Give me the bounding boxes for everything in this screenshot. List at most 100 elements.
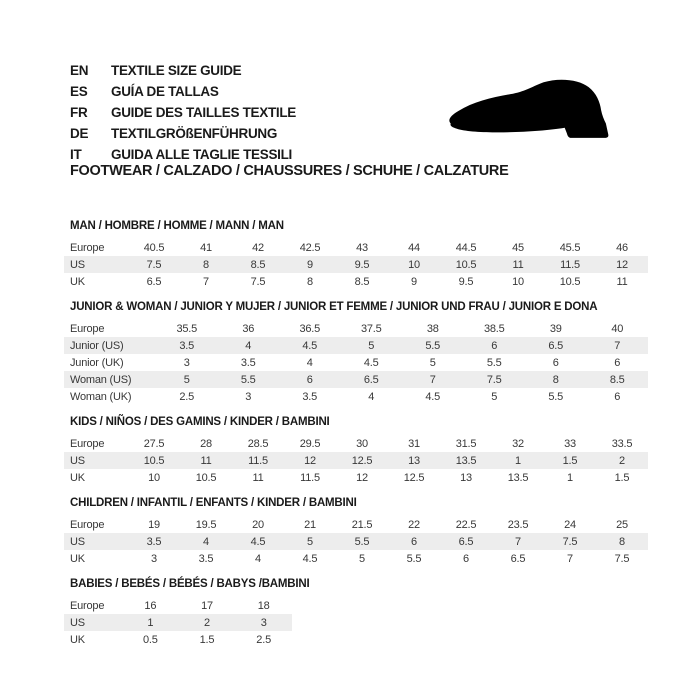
- size-cell: 31: [408, 437, 420, 450]
- table-row: UK 10 10.5 11 11.5 12 12.5 13 13.5 1 1.5: [64, 469, 648, 486]
- table-row: US 7.5 8 8.5 9 9.5 10 10.5 11 11.5 12: [64, 256, 648, 273]
- size-cell: 5: [340, 337, 402, 354]
- size-cell: 4: [217, 337, 279, 354]
- size-cell: 23.5: [507, 518, 529, 531]
- size-cell: 45.5: [559, 241, 581, 254]
- size-cell: 9.5: [458, 275, 474, 288]
- size-cell: 6.5: [146, 275, 162, 288]
- row-label: Europe: [70, 322, 105, 335]
- shoe-icon: [444, 78, 626, 146]
- table-title-kids: KIDS / NIÑOS / DES GAMINS / KINDER / BAM…: [70, 416, 330, 428]
- size-table-junior_woman: Europe 35.5 36 36.5 37.5 38 38.5 39 40 Junior (US…: [64, 320, 648, 405]
- size-cell: 6.5: [510, 552, 526, 565]
- row-label: Woman (UK): [70, 390, 132, 403]
- size-cell: 6: [614, 356, 621, 369]
- size-cell: 6: [614, 390, 621, 403]
- size-cell: 13.5: [507, 471, 529, 484]
- table-row: US 3.5 4 4.5 5 5.5 6 6.5 7 7.5 8: [64, 533, 648, 550]
- size-cell: 11.5: [544, 256, 596, 273]
- size-cell: 4: [368, 390, 375, 403]
- size-cell: 7: [402, 371, 464, 388]
- size-cell: 8: [596, 533, 648, 550]
- table-title-junior_woman: JUNIOR & WOMAN / JUNIOR Y MUJER / JUNIOR…: [70, 301, 598, 313]
- size-cell: 1: [122, 614, 179, 631]
- size-cell: 31.5: [455, 437, 477, 450]
- size-cell: 38.5: [483, 322, 505, 335]
- size-cell: 30: [356, 437, 368, 450]
- size-cell: 32: [512, 437, 524, 450]
- size-cell: 0.5: [142, 633, 158, 646]
- size-table-children: Europe 19 19.5 20 21 21.5 22 22.5 23.5 24 25 US 3.5 4…: [64, 516, 648, 567]
- size-cell: 11.5: [300, 471, 320, 484]
- size-cell: 45: [512, 241, 524, 254]
- size-section-babies: BABIES / BEBÉS / BÉBÉS / BABYS /BAMBINI E…: [64, 578, 648, 648]
- size-cell: 10.5: [440, 256, 492, 273]
- table-row: UK 3 3.5 4 4.5 5 5.5 6 6.5 7 7.5: [64, 550, 648, 567]
- size-cell: 24: [564, 518, 576, 531]
- row-label: US: [64, 256, 128, 273]
- size-cell: 46: [616, 241, 628, 254]
- size-cell: 10.5: [128, 452, 180, 469]
- row-label: Woman (US): [64, 371, 156, 388]
- size-cell: 5.5: [486, 356, 502, 369]
- size-table-kids: Europe 27.5 28 28.5 29.5 30 31 31.5 32 33 33.5 US 10…: [64, 435, 648, 486]
- row-label: US: [64, 533, 128, 550]
- language-code: ES: [70, 84, 88, 99]
- language-row-de: DE TEXTILGRÖßENFÜHRUNG: [70, 123, 296, 144]
- size-cell: 11: [616, 275, 628, 288]
- table-row: UK 6.5 7 7.5 8 8.5 9 9.5 10 10.5 11: [64, 273, 648, 290]
- size-cell: 44.5: [455, 241, 477, 254]
- size-cell: 11: [492, 256, 544, 273]
- size-cell: 5.5: [402, 337, 464, 354]
- size-cell: 6.5: [340, 371, 402, 388]
- size-cell: 2: [178, 614, 236, 631]
- size-cell: 41: [200, 241, 212, 254]
- size-section-kids: KIDS / NIÑOS / DES GAMINS / KINDER / BAM…: [64, 416, 648, 486]
- row-label: Europe: [70, 599, 105, 612]
- size-cell: 6: [279, 371, 341, 388]
- size-cell: 7: [567, 552, 573, 565]
- size-cell: 5.5: [548, 390, 564, 403]
- table-title-babies: BABIES / BEBÉS / BÉBÉS / BABYS /BAMBINI: [70, 578, 310, 590]
- table-row: UK 0.5 1.5 2.5: [64, 631, 292, 648]
- table-row: Junior (UK) 3 3.5 4 4.5 5 5.5 6 6: [64, 354, 648, 371]
- language-label: GUIDE DES TAILLES TEXTILE: [111, 105, 297, 120]
- language-code: EN: [70, 63, 89, 78]
- size-cell: 1.5: [614, 471, 630, 484]
- language-label: GUÍA DE TALLAS: [111, 84, 219, 99]
- size-cell: 6: [463, 337, 525, 354]
- size-cell: 10: [388, 256, 440, 273]
- size-cell: 6: [463, 552, 469, 565]
- size-table-man: Europe 40.5 41 42 42.5 43 44 44.5 45 45.5 46 US 7.5 8…: [64, 239, 648, 290]
- size-cell: 8.5: [232, 256, 284, 273]
- size-cell: 12.5: [403, 471, 425, 484]
- table-row: US 1 2 3: [64, 614, 292, 631]
- size-cell: 29.5: [299, 437, 321, 450]
- size-cell: 4: [306, 356, 313, 369]
- size-cell: 4.5: [425, 390, 441, 403]
- size-cell: 9.5: [336, 256, 388, 273]
- size-cell: 22: [408, 518, 420, 531]
- size-cell: 5.5: [217, 371, 279, 388]
- size-cell: 40.5: [143, 241, 165, 254]
- size-cell: 4: [255, 552, 261, 565]
- language-row-es: ES GUÍA DE TALLAS: [70, 81, 296, 102]
- size-cell: 12: [596, 256, 648, 273]
- size-cell: 22.5: [455, 518, 477, 531]
- row-label: US: [64, 452, 128, 469]
- size-cell: 40: [611, 322, 624, 335]
- size-cell: 2: [596, 452, 648, 469]
- size-section-junior_woman: JUNIOR & WOMAN / JUNIOR Y MUJER / JUNIOR…: [64, 301, 648, 405]
- size-cell: 1: [567, 471, 573, 484]
- language-guide-list: EN TEXTILE SIZE GUIDE ES GUÍA DE TALLAS …: [70, 60, 296, 165]
- size-cell: 3: [151, 552, 157, 565]
- size-cell: 19.5: [195, 518, 217, 531]
- size-cell: 4.5: [279, 337, 341, 354]
- language-row-en: EN TEXTILE SIZE GUIDE: [70, 60, 296, 81]
- size-cell: 3: [245, 390, 252, 403]
- size-cell: 5: [156, 371, 218, 388]
- size-cell: 7.5: [463, 371, 525, 388]
- language-label: TEXTILE SIZE GUIDE: [111, 63, 242, 78]
- size-cell: 7: [203, 275, 209, 288]
- size-tables: MAN / HOMBRE / HOMME / MANN / MAN Europe 4…: [64, 220, 648, 659]
